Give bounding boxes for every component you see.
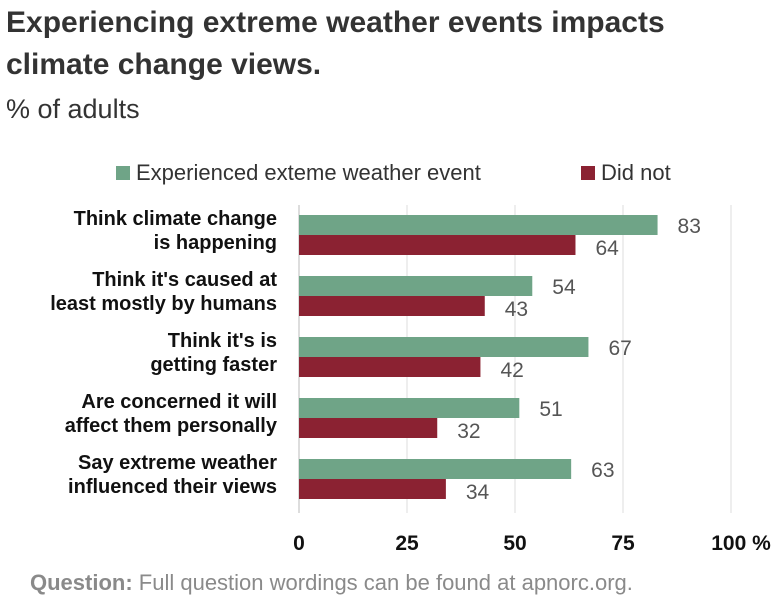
x-tick-label: 25 (395, 532, 419, 555)
legend-item-did-not: Did not (581, 160, 671, 186)
bar-did-not (299, 296, 485, 316)
category-label-line: Say extreme weather (77, 452, 277, 474)
data-label: 64 (595, 237, 619, 260)
x-tick-label: 0 (293, 532, 305, 555)
x-tick-label: 50 (503, 532, 526, 555)
category-label-line: affect them personally (64, 415, 277, 437)
bar-experienced (299, 276, 533, 296)
data-label: 42 (500, 359, 523, 382)
data-label: 43 (505, 298, 528, 321)
data-label: 34 (466, 481, 490, 504)
legend-item-experienced: Experienced exteme weather event (116, 160, 481, 186)
category-label-line: least mostly by humans (50, 293, 277, 315)
chart-subtitle: % of adults (6, 94, 140, 124)
legend-swatch-did-not (581, 166, 595, 180)
data-label: 51 (539, 398, 562, 421)
x-tick-label: 75 (611, 532, 635, 555)
category-label: Say extreme weather influenced their view… (68, 451, 277, 499)
x-tick-label: 100 % (711, 532, 771, 555)
category-label-line: Think it's caused at (92, 269, 277, 291)
data-label: 54 (552, 276, 576, 299)
category-label: Think it's caused at least mostly by huma… (50, 268, 277, 316)
footer-note: Question: Full question wordings can be … (30, 570, 633, 596)
category-label-line: is happening (153, 232, 277, 254)
bar-experienced (299, 459, 572, 479)
footer-text: Full question wordings can be found at a… (132, 570, 633, 595)
category-label: Think climate change is happening (74, 207, 277, 255)
footer-label: Question: (30, 570, 133, 595)
data-label: 67 (608, 337, 631, 360)
data-label: 63 (591, 459, 614, 482)
category-label-line: Think it's is (167, 330, 277, 352)
bar-did-not (299, 235, 576, 255)
bar-did-not (299, 479, 446, 499)
data-label: 83 (678, 215, 701, 238)
legend-label-did-not: Did not (601, 160, 671, 185)
legend-swatch-experienced (116, 166, 130, 180)
category-label: Think it's is getting faster (150, 329, 277, 377)
bar-experienced (299, 398, 520, 418)
legend-label-experienced: Experienced exteme weather event (136, 160, 481, 185)
category-label: Are concerned it will affect them persona… (65, 390, 277, 438)
category-label-line: Are concerned it will (81, 391, 277, 413)
bar-experienced (299, 337, 589, 357)
bar-did-not (299, 357, 481, 377)
chart-title: Experiencing extreme weather events impa… (6, 6, 665, 81)
category-label-line: influenced their views (68, 476, 277, 498)
bar-experienced (299, 215, 658, 235)
category-label-line: getting faster (150, 354, 277, 376)
bar-did-not (299, 418, 438, 438)
category-label-line: Think climate change (73, 208, 277, 230)
data-label: 32 (457, 420, 480, 443)
